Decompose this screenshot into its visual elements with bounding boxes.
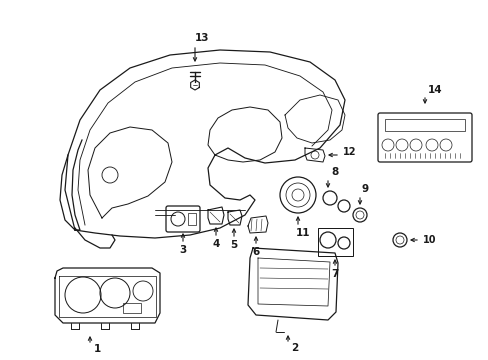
Text: 6: 6	[252, 247, 259, 257]
Text: 13: 13	[194, 33, 209, 43]
Text: 14: 14	[427, 85, 442, 95]
Text: 11: 11	[295, 228, 309, 238]
Text: 3: 3	[179, 245, 186, 255]
Text: 2: 2	[291, 343, 298, 353]
Text: 8: 8	[331, 167, 338, 177]
Text: 1: 1	[93, 344, 101, 354]
Text: 9: 9	[361, 184, 368, 194]
Text: 4: 4	[212, 239, 219, 249]
Text: 12: 12	[343, 147, 356, 157]
Text: 7: 7	[331, 269, 338, 279]
Text: 10: 10	[423, 235, 436, 245]
Text: 5: 5	[230, 240, 237, 250]
